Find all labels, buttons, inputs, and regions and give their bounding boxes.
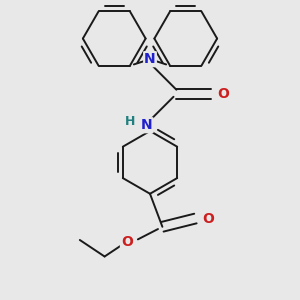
Text: O: O bbox=[202, 212, 214, 226]
Text: O: O bbox=[218, 87, 230, 101]
Text: N: N bbox=[141, 118, 152, 132]
Text: O: O bbox=[121, 235, 133, 249]
Text: N: N bbox=[144, 52, 156, 66]
Text: H: H bbox=[125, 116, 135, 128]
